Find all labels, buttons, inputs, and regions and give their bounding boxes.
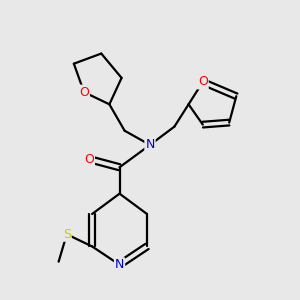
Text: O: O	[84, 153, 94, 166]
Text: N: N	[145, 138, 155, 152]
Text: S: S	[63, 228, 71, 241]
Text: O: O	[79, 85, 89, 99]
Text: O: O	[198, 76, 208, 88]
Text: N: N	[115, 258, 124, 271]
